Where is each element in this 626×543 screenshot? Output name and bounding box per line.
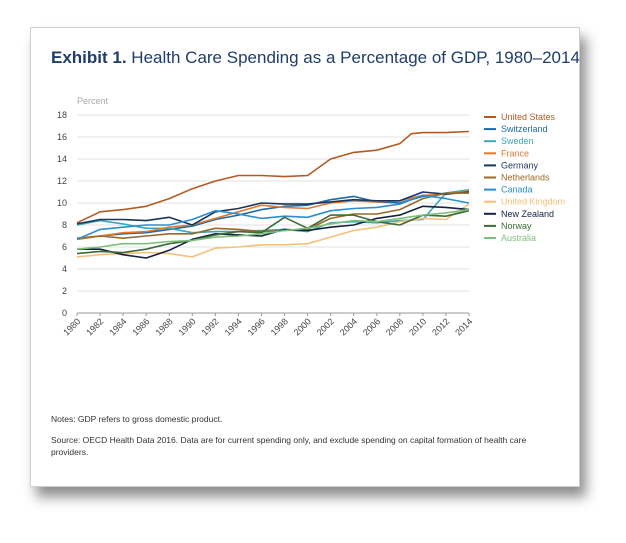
x-tick-label: 1994 (223, 316, 244, 337)
y-tick-label: 12 (57, 176, 67, 186)
x-tick-label: 2008 (384, 316, 405, 337)
x-tick-label: 1988 (153, 316, 174, 337)
legend-label: Sweden (501, 136, 534, 146)
x-axis: 1980 1982 1984 1986 1988 1990 1992 1994 1996 1998… (61, 313, 474, 338)
series-line-australia (76, 208, 470, 250)
y-tick-label: 10 (57, 198, 67, 208)
legend-label: Switzerland (501, 124, 548, 134)
series-line-canada (76, 194, 470, 241)
legend-label: Norway (501, 221, 532, 231)
x-tick-label: 1990 (176, 316, 197, 337)
legend-label: Australia (501, 233, 536, 243)
legend-label: New Zealand (501, 209, 554, 219)
exhibit-title: Exhibit 1. Health Care Spending as a Per… (51, 48, 580, 68)
x-tick-label: 1984 (107, 316, 128, 337)
y-tick-label: 6 (62, 242, 67, 252)
y-tick-label: 18 (57, 110, 67, 120)
exhibit-card: Exhibit 1. Health Care Spending as a Per… (30, 27, 580, 487)
y-tick-label: 16 (57, 132, 67, 142)
x-tick-label: 2012 (430, 316, 451, 337)
series-line-germany (76, 191, 470, 226)
exhibit-label: Exhibit 1. (51, 48, 127, 67)
x-tick-label: 1986 (130, 316, 151, 337)
y-tick-label: 2 (62, 286, 67, 296)
y-axis: 0 2 4 6 8 10 12 14 16 18 (57, 110, 67, 318)
series-line-united-kingdom (76, 203, 470, 258)
x-tick-label: 1982 (84, 316, 105, 337)
x-tick-label: 2010 (407, 316, 428, 337)
x-tick-label: 2006 (361, 316, 382, 337)
x-tick-label: 1998 (269, 316, 290, 337)
y-tick-label: 0 (62, 308, 67, 318)
source-text: Source: OECD Health Data 2016. Data are … (51, 435, 527, 457)
line-chart: 0 2 4 6 8 10 12 14 16 18 1980 1982 1984 1986 1988 1990… (57, 96, 565, 338)
chart-grid (77, 114, 469, 314)
series-line-united-states (76, 130, 470, 224)
notes-text: Notes: GDP refers to gross domestic prod… (51, 414, 223, 424)
exhibit-title-text: Health Care Spending as a Percentage of … (126, 48, 580, 67)
legend-label: France (501, 148, 529, 158)
x-tick-label: 2002 (315, 316, 336, 337)
chart-series (76, 130, 470, 259)
legend-label: Germany (501, 160, 539, 170)
x-tick-label: 2000 (292, 316, 313, 337)
x-tick-label: 1992 (200, 316, 221, 337)
legend-label: United States (501, 112, 556, 122)
legend-label: Netherlands (501, 173, 550, 183)
x-tick-label: 2004 (338, 316, 359, 337)
y-tick-label: 4 (62, 264, 67, 274)
chart-legend: United States Switzerland Sweden France Germ… (484, 112, 565, 243)
x-tick-label: 1980 (61, 316, 82, 337)
series-line-netherlands (76, 192, 469, 239)
y-axis-label: Percent (77, 96, 109, 106)
legend-label: United Kingdom (501, 197, 565, 207)
x-tick-label: 2014 (453, 316, 474, 337)
series-line-norway (76, 209, 470, 255)
x-tick-label: 1996 (246, 316, 267, 337)
y-tick-label: 8 (62, 220, 67, 230)
y-tick-label: 14 (57, 154, 67, 164)
legend-label: Canada (501, 185, 533, 195)
